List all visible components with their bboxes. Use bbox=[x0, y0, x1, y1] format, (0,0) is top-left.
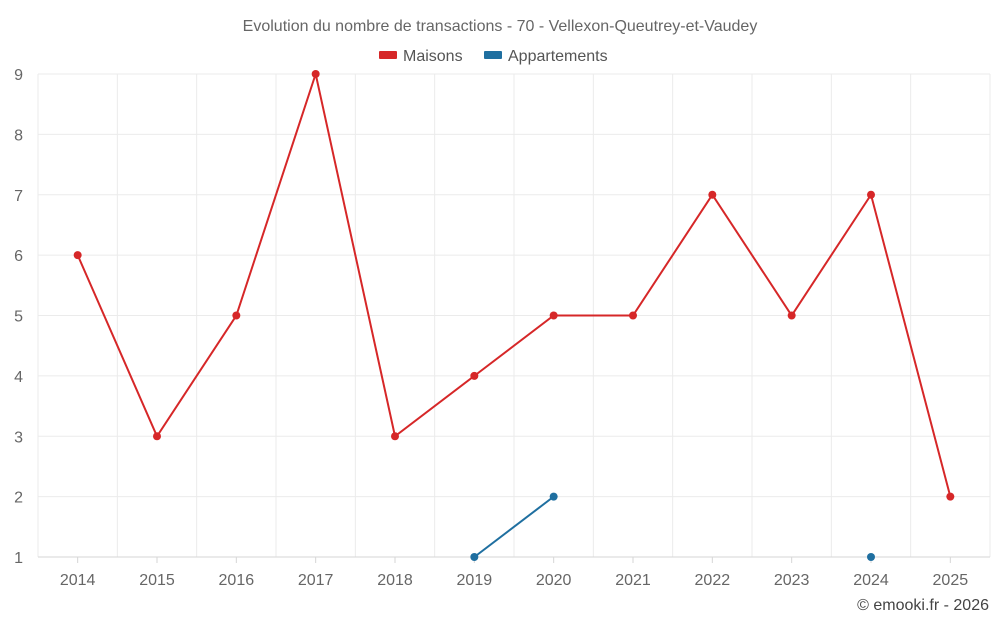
data-point-maisons[interactable] bbox=[867, 190, 875, 199]
legend: Maisons Appartements bbox=[379, 48, 608, 65]
x-tick-label: 2023 bbox=[774, 572, 810, 589]
data-point-maisons[interactable] bbox=[73, 251, 82, 260]
data-point-appartements[interactable] bbox=[470, 553, 479, 561]
legend-swatch-maisons bbox=[379, 51, 397, 59]
y-tick-label: 6 bbox=[14, 248, 23, 265]
data-point-maisons[interactable] bbox=[470, 371, 479, 380]
data-point-appartements[interactable] bbox=[549, 492, 558, 501]
x-tick-label: 2020 bbox=[536, 572, 572, 589]
y-tick-label: 1 bbox=[14, 550, 23, 567]
grid bbox=[37, 73, 991, 557]
y-tick-label: 4 bbox=[14, 369, 23, 386]
chart-title: Evolution du nombre de transactions - 70… bbox=[243, 18, 758, 35]
data-point-maisons[interactable] bbox=[232, 311, 241, 320]
data-point-maisons[interactable] bbox=[787, 311, 796, 320]
data-point-maisons[interactable] bbox=[391, 432, 399, 441]
series-line-appartements bbox=[473, 495, 555, 558]
data-point-maisons[interactable] bbox=[153, 432, 161, 441]
x-tick-label: 2016 bbox=[219, 572, 255, 589]
data-point-maisons[interactable] bbox=[629, 311, 637, 320]
data-point-appartements[interactable] bbox=[867, 553, 875, 561]
x-tick-label: 2017 bbox=[298, 572, 334, 589]
legend-label-appartements[interactable]: Appartements bbox=[508, 48, 608, 65]
y-axis: 1 2 3 4 5 6 7 8 9 bbox=[14, 67, 23, 567]
data-point-maisons[interactable] bbox=[311, 70, 320, 78]
x-tick-label: 2022 bbox=[695, 572, 731, 589]
x-tick-label: 2021 bbox=[615, 572, 651, 589]
x-tick-label: 2014 bbox=[60, 572, 96, 589]
y-tick-label: 3 bbox=[14, 429, 23, 446]
y-tick-label: 8 bbox=[14, 127, 23, 144]
y-tick-label: 7 bbox=[14, 188, 23, 205]
y-tick-label: 2 bbox=[14, 490, 23, 507]
y-tick-label: 9 bbox=[14, 67, 23, 84]
data-point-maisons[interactable] bbox=[708, 190, 717, 199]
x-tick-label: 2015 bbox=[139, 572, 175, 589]
series-line-maisons bbox=[76, 70, 952, 497]
credit-text: © emooki.fr - 2026 bbox=[857, 597, 989, 614]
data-point-maisons[interactable] bbox=[946, 492, 955, 501]
x-tick-label: 2024 bbox=[853, 572, 889, 589]
x-axis: 2014 2015 2016 2017 2018 2019 2020 2021 2022 2023… bbox=[38, 556, 990, 589]
legend-swatch-appartements bbox=[484, 51, 502, 59]
series-layer bbox=[73, 70, 955, 561]
x-tick-label: 2019 bbox=[457, 572, 493, 589]
x-tick-label: 2018 bbox=[377, 572, 413, 589]
legend-label-maisons[interactable]: Maisons bbox=[403, 48, 463, 65]
y-tick-label: 5 bbox=[14, 309, 23, 326]
data-point-maisons[interactable] bbox=[549, 311, 558, 320]
x-tick-label: 2025 bbox=[933, 572, 969, 589]
